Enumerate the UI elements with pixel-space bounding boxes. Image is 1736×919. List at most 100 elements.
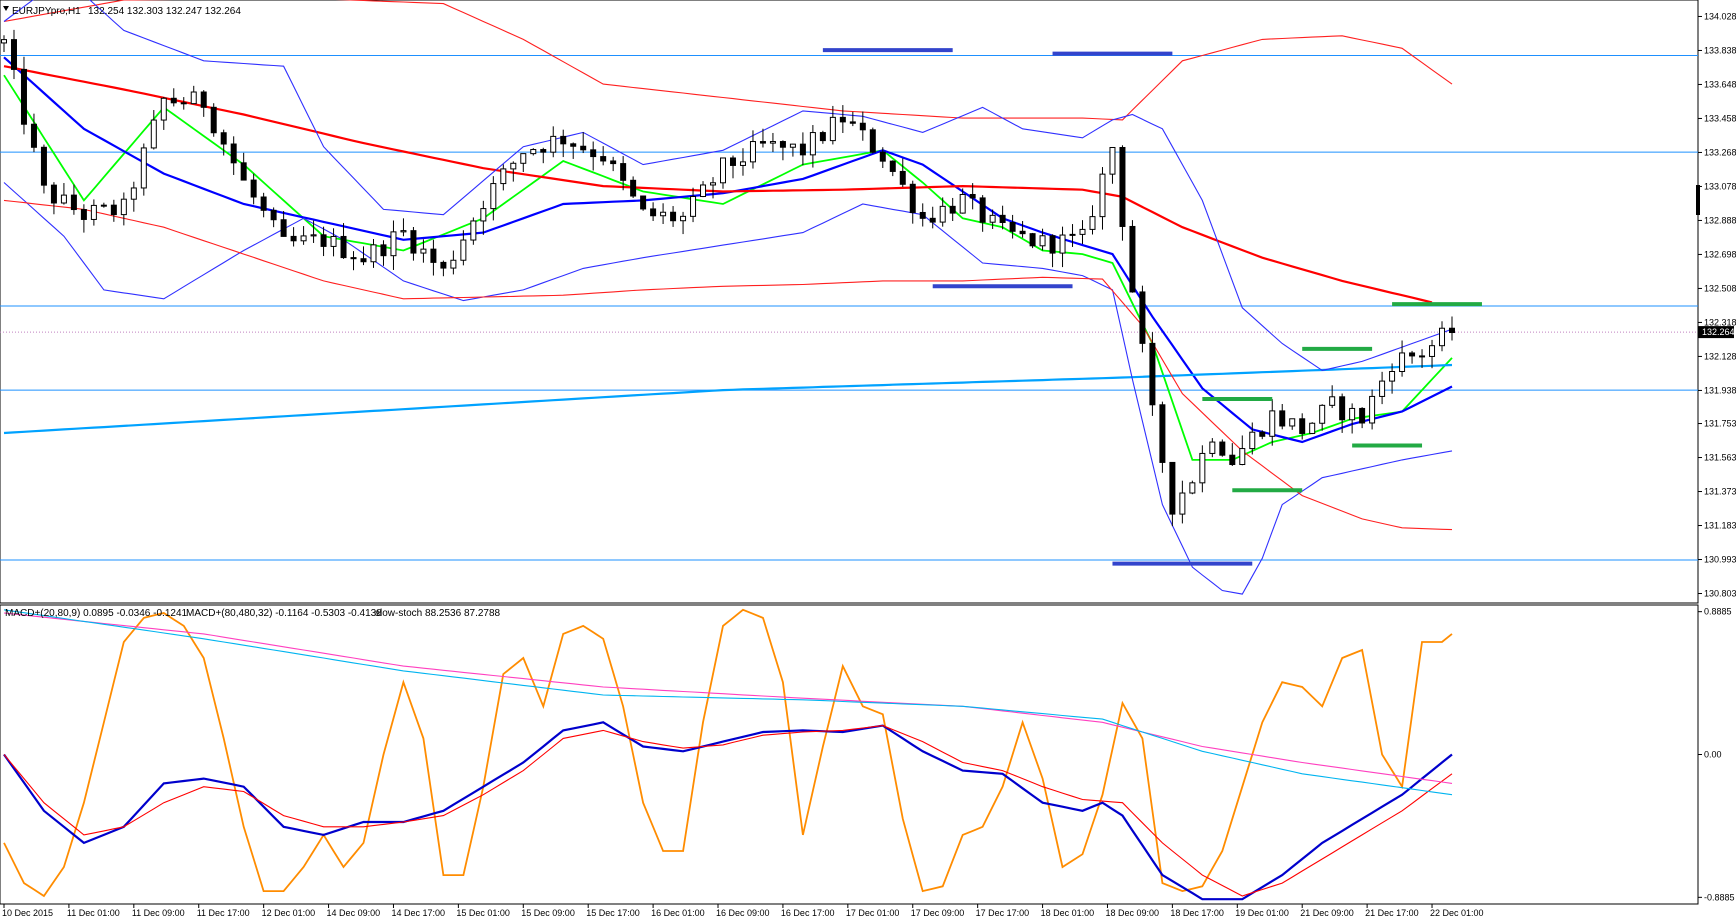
- candle-body: [1419, 355, 1426, 358]
- candle-body: [1399, 352, 1406, 372]
- time-tick-label: 11 Dec 09:00: [132, 908, 185, 918]
- candle-body: [60, 194, 67, 204]
- panel-menu-icon[interactable]: [3, 6, 9, 11]
- indicator-tick-label: 0.8885: [1704, 607, 1732, 617]
- candle-body: [520, 153, 527, 164]
- candle-body: [1149, 342, 1156, 406]
- candle-body: [350, 257, 357, 260]
- price-tick-label: 132.318: [1704, 317, 1736, 327]
- candle-body: [1109, 146, 1116, 175]
- time-tick-label: 15 Dec 17:00: [586, 908, 640, 918]
- time-tick-label: 16 Dec 17:00: [781, 908, 835, 918]
- candle-body: [1169, 461, 1176, 515]
- candle-body: [1069, 233, 1076, 236]
- candle-body: [650, 208, 657, 217]
- candle-body: [1059, 234, 1066, 254]
- candle-body: [1249, 431, 1256, 450]
- time-tick-label: 11 Dec 17:00: [197, 908, 250, 918]
- candle-body: [1359, 407, 1366, 424]
- time-tick-label: 18 Dec 01:00: [1041, 908, 1095, 918]
- candle-body: [130, 187, 137, 200]
- candle-body: [1089, 216, 1096, 230]
- time-tick-label: 11 Dec 01:00: [67, 908, 120, 918]
- candle-body: [270, 209, 277, 221]
- candle-body: [250, 179, 257, 198]
- candle-body: [809, 132, 816, 156]
- candle-body: [1129, 225, 1136, 293]
- candle-body: [739, 161, 746, 166]
- candle-body: [779, 141, 786, 148]
- time-tick-label: 22 Dec 01:00: [1430, 908, 1484, 918]
- candle-body: [710, 182, 717, 186]
- candle-body: [460, 239, 467, 261]
- candle-body: [440, 261, 447, 269]
- time-tick-label: 17 Dec 01:00: [846, 908, 900, 918]
- candle-body: [410, 230, 417, 254]
- candle-body: [660, 211, 667, 217]
- price-tick-label: 131.373: [1704, 487, 1736, 497]
- candle-body: [1279, 410, 1286, 427]
- candle-body: [170, 97, 177, 104]
- indicator-tick-label: 0.00: [1704, 750, 1722, 760]
- current-price-label: 132.264: [1698, 326, 1735, 339]
- candle-body: [330, 235, 337, 247]
- candle-body: [1119, 146, 1126, 227]
- axis-scroll-marker[interactable]: [1696, 185, 1700, 215]
- candle-body: [140, 147, 147, 189]
- price-tick-label: 132.128: [1704, 351, 1736, 361]
- candle-body: [1009, 221, 1016, 232]
- price-tick-label: 131.753: [1704, 419, 1736, 429]
- candle-body: [1379, 380, 1386, 397]
- macd1-label: MACD+(20,80,9) 0.0895 -0.0346 -0.1241: [5, 608, 187, 619]
- candle-body: [1319, 404, 1326, 424]
- candle-body: [919, 211, 926, 219]
- candle-body: [280, 219, 287, 237]
- price-axis: 134.028 133.838 133.648 133.458 133.268 133.0…: [1698, 11, 1736, 599]
- candle-body: [320, 234, 327, 247]
- candle-body: [1389, 370, 1396, 382]
- overlay-band-lower-outer: [3, 199, 1453, 531]
- candle-body: [80, 209, 87, 220]
- candle-body: [690, 196, 697, 217]
- price-tick-label: 131.183: [1704, 521, 1736, 531]
- candle-body: [210, 106, 217, 134]
- candle-body: [999, 214, 1006, 223]
- candle-body: [1219, 441, 1226, 456]
- time-axis: 10 Dec 2015 11 Dec 01:00 11 Dec 09:00 11 De…: [2, 904, 1484, 918]
- candle-body: [630, 179, 637, 197]
- price-tick-label: 133.458: [1704, 113, 1736, 123]
- candle-body: [1339, 396, 1346, 421]
- candle-body: [200, 91, 207, 108]
- candle-body: [360, 258, 367, 263]
- time-tick-label: 21 Dec 09:00: [1300, 908, 1354, 918]
- candle-body: [620, 163, 627, 181]
- candle-body: [1309, 422, 1316, 434]
- candle-body: [240, 162, 247, 181]
- candle-body: [869, 129, 876, 153]
- candle-body: [10, 39, 17, 70]
- indicator-line-2: [3, 725, 1453, 897]
- candle-body: [190, 91, 197, 105]
- candle-body: [340, 235, 347, 259]
- candle-body: [819, 132, 826, 142]
- candle-body: [150, 119, 157, 149]
- candle-body: [90, 204, 97, 220]
- candle-body: [300, 235, 307, 242]
- candle-body: [1409, 352, 1416, 357]
- time-tick-label: 16 Dec 09:00: [716, 908, 770, 918]
- candle-body: [799, 143, 806, 156]
- candle-body: [510, 162, 517, 170]
- candle-body: [829, 116, 836, 142]
- candle-body: [1429, 345, 1436, 357]
- candle-body: [949, 205, 956, 214]
- candle-body: [550, 135, 557, 153]
- indicator-panel: MACD+(20,80,9) 0.0895 -0.0346 -0.1241 MA…: [0, 604, 1699, 905]
- time-tick-label: 16 Dec 01:00: [651, 908, 705, 918]
- candle-body: [160, 97, 167, 121]
- time-tick-label: 14 Dec 17:00: [391, 908, 445, 918]
- candle-body: [580, 145, 587, 151]
- candle-body: [640, 195, 647, 210]
- candle-body: [1179, 492, 1186, 515]
- candle-body: [470, 220, 477, 241]
